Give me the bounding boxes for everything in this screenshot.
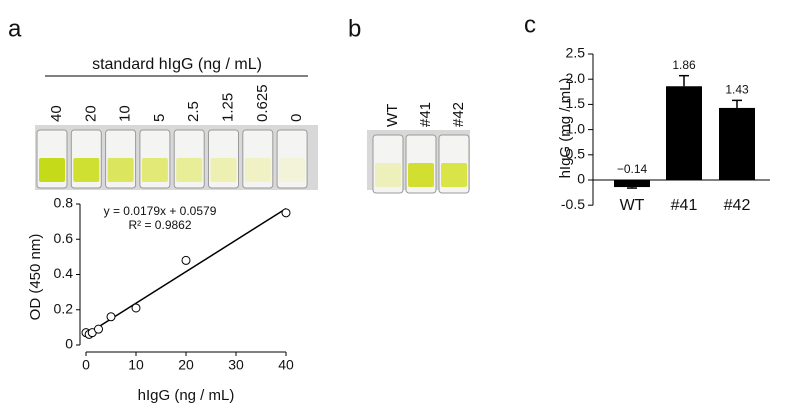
well-liquid bbox=[107, 158, 134, 182]
bar bbox=[719, 107, 755, 180]
panel-label: c bbox=[524, 11, 536, 38]
well-label: 40 bbox=[48, 105, 65, 122]
y-tick-label: 0.8 bbox=[54, 195, 74, 211]
y-axis-label: hIgG (mg / mL) bbox=[557, 78, 574, 179]
well-liquid bbox=[39, 158, 65, 182]
point bbox=[106, 312, 116, 322]
y-tick-label: 0 bbox=[65, 336, 73, 352]
well-label: #41 bbox=[417, 102, 434, 127]
well-liquid bbox=[73, 158, 100, 182]
bar bbox=[666, 86, 702, 180]
y-tick-label: 0.5 bbox=[566, 146, 586, 162]
well-label: 2.5 bbox=[185, 101, 202, 122]
value-label: −0.14 bbox=[617, 162, 648, 176]
well-label: #42 bbox=[450, 102, 467, 127]
y-tick-label: 0.2 bbox=[54, 300, 74, 316]
x-tick-label: 10 bbox=[128, 357, 144, 373]
y-tick-label: 0.6 bbox=[54, 230, 74, 246]
well-label: 1.25 bbox=[219, 93, 236, 122]
y-tick-label: 0.4 bbox=[54, 265, 74, 281]
panel-label: a bbox=[8, 15, 22, 42]
x-tick-label: 30 bbox=[228, 357, 244, 373]
y-tick-label: 0 bbox=[577, 171, 585, 187]
well-label: WT bbox=[384, 104, 401, 127]
well-liquid bbox=[408, 163, 434, 187]
well-label: 0.625 bbox=[254, 84, 271, 122]
point bbox=[181, 255, 191, 265]
value-label: 1.86 bbox=[672, 58, 696, 72]
wells-title: standard hIgG (ng / mL) bbox=[92, 56, 262, 73]
x-tick-label: #42 bbox=[724, 197, 751, 214]
x-tick-label: WT bbox=[620, 197, 645, 214]
value-label: 1.43 bbox=[725, 83, 749, 97]
x-tick-label: 40 bbox=[278, 357, 294, 373]
y-tick-label: 2.5 bbox=[566, 45, 586, 61]
point bbox=[281, 208, 291, 218]
y-tick-label: -0.5 bbox=[561, 196, 585, 212]
well-liquid bbox=[441, 163, 467, 187]
well-liquid bbox=[176, 158, 203, 182]
well-liquid bbox=[210, 158, 237, 182]
bar bbox=[614, 180, 650, 188]
well-liquid bbox=[141, 158, 168, 182]
well-liquid bbox=[244, 158, 271, 182]
y-tick-label: 1.0 bbox=[566, 120, 586, 136]
annotation: R² = 0.9862 bbox=[128, 218, 191, 232]
y-tick-label: 1.5 bbox=[566, 95, 586, 111]
well-label: 10 bbox=[117, 105, 134, 122]
well-liquid bbox=[279, 158, 306, 182]
y-tick-label: 2.0 bbox=[566, 70, 586, 86]
fit-line bbox=[85, 207, 287, 336]
x-tick-label: 0 bbox=[82, 357, 90, 373]
x-tick-label: #41 bbox=[671, 197, 698, 214]
x-tick-label: 20 bbox=[178, 357, 194, 373]
well-label: 20 bbox=[82, 105, 99, 122]
x-axis-label: hIgG (ng / mL) bbox=[138, 387, 235, 404]
point bbox=[94, 324, 103, 334]
well-label: 0 bbox=[288, 114, 305, 122]
well-label: 5 bbox=[151, 114, 168, 122]
well-liquid bbox=[375, 163, 401, 187]
y-axis-label: OD (450 nm) bbox=[27, 234, 44, 321]
annotation: y = 0.0179x + 0.0579 bbox=[104, 204, 217, 218]
panel-label: b bbox=[348, 15, 361, 42]
point bbox=[131, 303, 141, 313]
